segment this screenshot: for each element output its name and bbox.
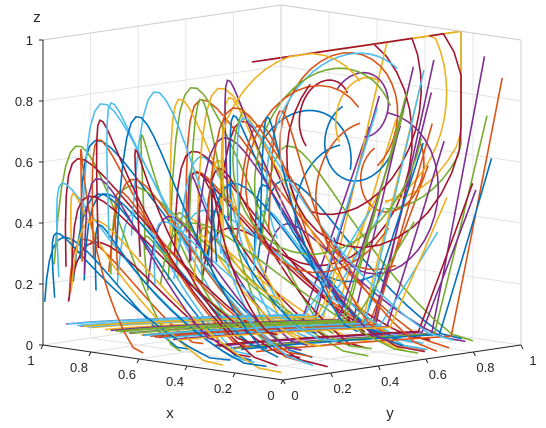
y-tick-label: 0.8	[476, 360, 494, 375]
trajectory-line	[115, 110, 405, 332]
trajectory-line	[334, 76, 381, 143]
box-layer	[42, 4, 522, 381]
trajectory-line	[323, 105, 399, 182]
x-tick-mark	[280, 379, 284, 385]
trajectory-line	[64, 157, 328, 368]
trajectory-line	[335, 71, 390, 138]
grid-line	[280, 187, 522, 224]
x-tick-label: 0.6	[118, 367, 136, 382]
y-tick-label: 0	[291, 388, 298, 403]
trajectory-line	[94, 223, 267, 368]
trajectory-line	[163, 231, 439, 339]
trajectory-line	[236, 117, 454, 341]
trajectory-line	[253, 67, 392, 220]
grid-line	[42, 126, 282, 163]
x-tick-mark	[184, 365, 188, 371]
trajectory-line	[134, 148, 253, 344]
y-tick-mark	[472, 351, 476, 357]
x-tick-label: 0.4	[166, 374, 184, 389]
y-tick-label: 1	[529, 353, 536, 368]
trajectory-line	[43, 236, 189, 350]
x-axis-label: x	[166, 405, 174, 422]
trajectory-line	[256, 77, 503, 353]
x-tick-mark	[40, 344, 44, 350]
z-axis-label: z	[33, 9, 41, 26]
trajectory-line	[153, 220, 339, 342]
trajectory-line	[91, 138, 250, 348]
grid-line	[280, 126, 522, 163]
box-edge	[280, 4, 522, 41]
trajectory-line	[285, 32, 462, 249]
trajectory-line	[71, 195, 301, 359]
trajectory-line	[105, 101, 314, 367]
trajectory-line	[210, 187, 278, 336]
trajectory-line	[206, 182, 383, 334]
trajectory-layer	[43, 30, 503, 374]
trajectory-line	[253, 208, 424, 344]
z-tick-label: 0.2	[15, 277, 33, 292]
x-tick-mark	[136, 358, 140, 364]
tick-label-layer: 0 0 0 0.2 0.2 0.2 0.4 0.4 0.4 0.6 0.6 0.6 0.8 0.8 0.8 1…	[15, 33, 537, 403]
trajectory-line	[232, 109, 423, 255]
y-tick-label: 0.6	[429, 367, 447, 382]
z-tick-label: 0.4	[15, 216, 33, 231]
y-tick-mark	[377, 365, 381, 371]
trajectory-line	[115, 115, 279, 359]
x-tick-label: 0	[267, 388, 274, 403]
trajectory-line	[213, 183, 474, 347]
grid-line	[234, 337, 474, 374]
trajectory-line	[83, 178, 220, 343]
y-axis-label: y	[386, 405, 394, 422]
y-axis-line	[282, 344, 522, 381]
trajectory-line	[244, 84, 390, 274]
x-tick-mark	[88, 351, 92, 357]
trajectory-line	[53, 145, 182, 352]
trajectory-line	[333, 111, 440, 275]
trajectory-line	[298, 79, 349, 147]
trajectory-line	[79, 148, 144, 354]
y-tick-mark	[520, 344, 524, 350]
z-tick-label: 0.6	[15, 155, 33, 170]
trajectory-line	[130, 91, 272, 346]
z-tick-label: 0	[26, 338, 33, 353]
x-tick-label: 1	[27, 353, 34, 368]
trajectory-line	[205, 159, 302, 338]
x-tick-mark	[232, 372, 236, 378]
trajectory-line	[169, 98, 309, 332]
y-tick-label: 0.2	[334, 381, 352, 396]
x-tick-label: 0.8	[70, 360, 88, 375]
z-tick-label: 1	[26, 33, 33, 48]
trajectory-line	[188, 98, 279, 340]
trajectory-line	[95, 119, 278, 367]
z-tick-label: 0.8	[15, 94, 33, 109]
trajectory-line	[177, 197, 448, 341]
y-tick-mark	[425, 358, 429, 364]
grid-line	[42, 65, 282, 102]
trajectory-line	[222, 52, 361, 302]
box-edge	[42, 4, 282, 41]
x-tick-label: 0.2	[214, 381, 232, 396]
y-tick-mark	[330, 372, 334, 378]
y-tick-mark	[282, 379, 286, 385]
y-tick-label: 0.4	[381, 374, 399, 389]
trajectory-line	[130, 221, 415, 335]
trajectory-line	[104, 118, 398, 331]
x-axis-line	[42, 344, 284, 381]
trajectory-line	[240, 158, 493, 351]
trajectory-line	[70, 218, 282, 374]
trajectory-line	[267, 109, 384, 333]
